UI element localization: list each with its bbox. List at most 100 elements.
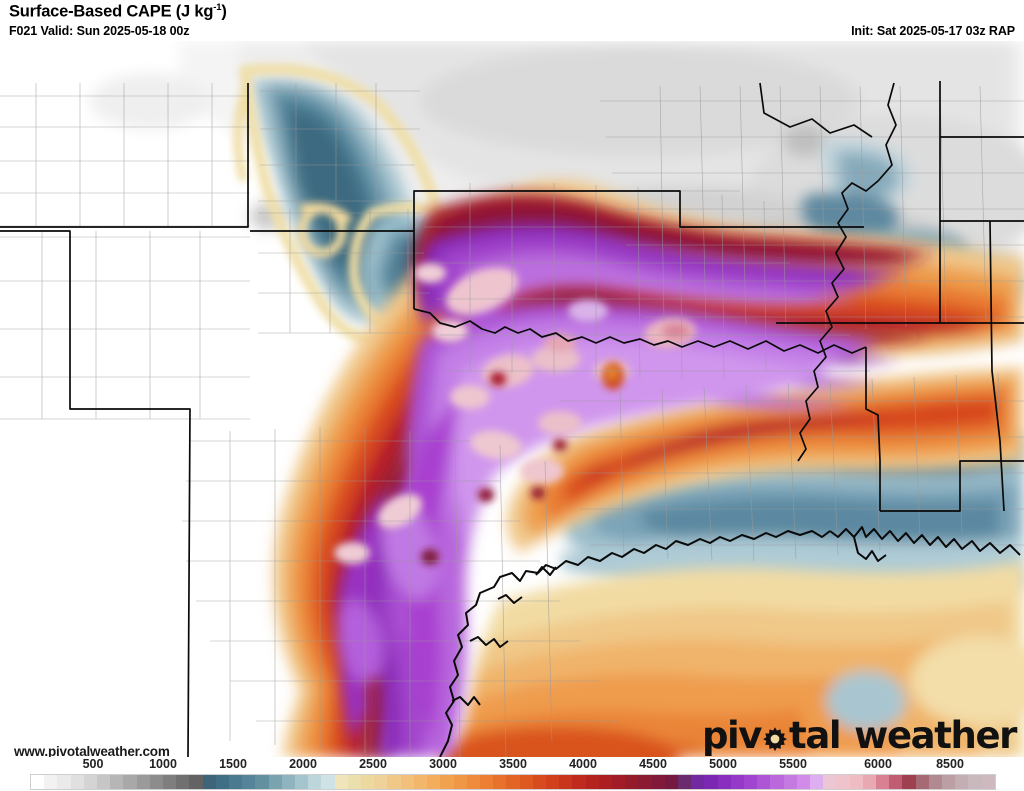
colorbar-swatch[interactable] bbox=[809, 775, 824, 789]
colorbar-swatch[interactable] bbox=[308, 775, 322, 789]
colorbar-swatch[interactable] bbox=[255, 775, 269, 789]
colorbar-swatch[interactable] bbox=[268, 775, 282, 789]
colorbar-swatch[interactable] bbox=[876, 775, 890, 789]
colorbar-swatch[interactable] bbox=[559, 775, 573, 789]
colorbar-swatch[interactable] bbox=[519, 775, 533, 789]
colorbar-swatch[interactable] bbox=[295, 775, 309, 789]
colorbar-swatch[interactable] bbox=[968, 775, 982, 789]
colorbar-swatch[interactable] bbox=[493, 775, 507, 789]
colorbar-swatch[interactable] bbox=[281, 775, 296, 789]
colorbar-swatch[interactable] bbox=[229, 775, 243, 789]
colorbar-swatch[interactable] bbox=[532, 775, 546, 789]
colorbar-swatch[interactable] bbox=[770, 775, 784, 789]
colorbar-swatch[interactable] bbox=[57, 775, 71, 789]
colorbar-swatch[interactable] bbox=[361, 775, 375, 789]
colorbar-tick: 4000 bbox=[569, 757, 597, 771]
colorbar-swatch[interactable] bbox=[928, 775, 943, 789]
colorbar-tick-labels: 500 1000 1500 2000 2500 3000 3500 4000 4500 5000 5… bbox=[0, 757, 1024, 772]
cape-field-pink bbox=[334, 263, 696, 564]
valid-time-label: F021 Valid: Sun 2025-05-18 00z bbox=[9, 24, 190, 38]
colorbar-swatch[interactable] bbox=[453, 775, 467, 789]
colorbar-swatch[interactable] bbox=[334, 775, 348, 789]
colorbar-swatch[interactable] bbox=[743, 775, 758, 789]
colorbar-tick: 6000 bbox=[864, 757, 892, 771]
colorbar-tick: 1500 bbox=[219, 757, 247, 771]
colorbar-tick: 3000 bbox=[429, 757, 457, 771]
colorbar-swatch[interactable] bbox=[110, 775, 124, 789]
title-exponent: -1 bbox=[213, 2, 222, 13]
colorbar-tick: 5000 bbox=[709, 757, 737, 771]
colorbar-swatch[interactable] bbox=[215, 775, 230, 789]
colorbar-swatch[interactable] bbox=[374, 775, 388, 789]
colorbar-swatch[interactable] bbox=[97, 775, 111, 789]
colorbar-swatch[interactable] bbox=[387, 775, 401, 789]
colorbar-swatch[interactable] bbox=[572, 775, 586, 789]
colorbar-swatch[interactable] bbox=[31, 775, 45, 789]
colorbar-swatch[interactable] bbox=[189, 775, 203, 789]
colorbar-swatch[interactable] bbox=[202, 775, 216, 789]
colorbar-swatch[interactable] bbox=[242, 775, 256, 789]
colorbar-swatch[interactable] bbox=[400, 775, 414, 789]
colorbar-swatch[interactable] bbox=[611, 775, 626, 789]
colorbar-swatch[interactable] bbox=[625, 775, 639, 789]
title-paren: ) bbox=[221, 2, 227, 21]
colorbar-swatch[interactable] bbox=[783, 775, 797, 789]
cape-field-gulf-orange bbox=[440, 561, 1024, 757]
colorbar-swatch[interactable] bbox=[849, 775, 863, 789]
colorbar-swatch[interactable] bbox=[981, 775, 995, 789]
colorbar-swatch[interactable] bbox=[664, 775, 678, 789]
colorbar-swatch[interactable] bbox=[902, 775, 916, 789]
colorbar-tick: 5500 bbox=[779, 757, 807, 771]
colorbar[interactable]: 500 1000 1500 2000 2500 3000 3500 4000 4500 5000 5… bbox=[0, 757, 1024, 791]
colorbar-swatch[interactable] bbox=[942, 775, 956, 789]
colorbar-swatch[interactable] bbox=[955, 775, 969, 789]
colorbar-swatch[interactable] bbox=[862, 775, 876, 789]
colorbar-swatch[interactable] bbox=[757, 775, 771, 789]
colorbar-swatch[interactable] bbox=[176, 775, 190, 789]
colorbar-swatch[interactable] bbox=[638, 775, 652, 789]
colorbar-swatch[interactable] bbox=[545, 775, 560, 789]
coastline bbox=[439, 526, 1021, 757]
brand-text-piv: piv bbox=[701, 713, 762, 757]
colorbar-swatch[interactable] bbox=[479, 775, 494, 789]
colorbar-swatch[interactable] bbox=[506, 775, 520, 789]
page-title: Surface-Based CAPE (J kg-1) bbox=[9, 2, 227, 22]
cape-map-canvas[interactable] bbox=[0, 41, 1024, 757]
colorbar-swatch[interactable] bbox=[836, 775, 850, 789]
colorbar-tick: 3500 bbox=[499, 757, 527, 771]
map-header: Surface-Based CAPE (J kg-1) F021 Valid: … bbox=[0, 0, 1024, 41]
colorbar-swatch[interactable] bbox=[677, 775, 692, 789]
colorbar-swatch[interactable] bbox=[321, 775, 335, 789]
colorbar-swatch[interactable] bbox=[123, 775, 137, 789]
colorbar-swatch[interactable] bbox=[915, 775, 929, 789]
colorbar-swatch[interactable] bbox=[44, 775, 58, 789]
colorbar-swatch[interactable] bbox=[796, 775, 810, 789]
colorbar-swatch[interactable] bbox=[70, 775, 84, 789]
colorbar-swatch[interactable] bbox=[598, 775, 612, 789]
colorbar-swatch[interactable] bbox=[427, 775, 441, 789]
colorbar-swatch[interactable] bbox=[704, 775, 718, 789]
colorbar-tick: 8500 bbox=[936, 757, 964, 771]
colorbar-swatch[interactable] bbox=[440, 775, 454, 789]
colorbar-swatches[interactable] bbox=[30, 774, 996, 790]
colorbar-tick: 1000 bbox=[149, 757, 177, 771]
colorbar-swatch[interactable] bbox=[585, 775, 599, 789]
title-text: Surface-Based CAPE (J kg bbox=[9, 2, 214, 21]
init-time-label: Init: Sat 2025-05-17 03z RAP bbox=[851, 24, 1015, 38]
pivotal-weather-logo: piv tal weather bbox=[701, 713, 1017, 757]
brand-text-weather: weather bbox=[854, 713, 1017, 757]
colorbar-swatch[interactable] bbox=[347, 775, 362, 789]
colorbar-swatch[interactable] bbox=[889, 775, 903, 789]
colorbar-swatch[interactable] bbox=[651, 775, 665, 789]
colorbar-swatch[interactable] bbox=[691, 775, 705, 789]
colorbar-swatch[interactable] bbox=[83, 775, 98, 789]
colorbar-swatch[interactable] bbox=[717, 775, 731, 789]
colorbar-swatch[interactable] bbox=[136, 775, 150, 789]
colorbar-swatch[interactable] bbox=[730, 775, 744, 789]
colorbar-swatch[interactable] bbox=[149, 775, 164, 789]
colorbar-swatch[interactable] bbox=[823, 775, 837, 789]
colorbar-swatch[interactable] bbox=[413, 775, 428, 789]
colorbar-swatch[interactable] bbox=[466, 775, 480, 789]
colorbar-swatch[interactable] bbox=[163, 775, 177, 789]
